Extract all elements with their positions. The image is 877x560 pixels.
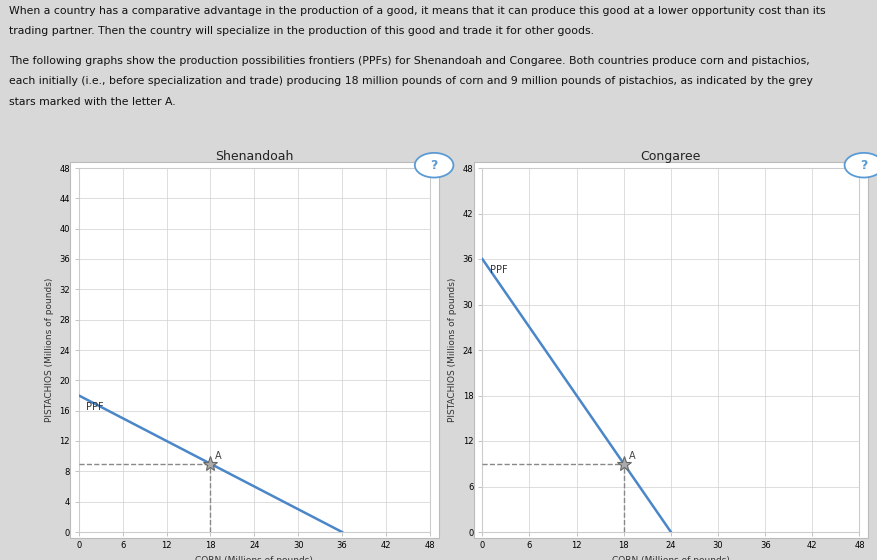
Title: Shenandoah: Shenandoah — [215, 150, 294, 162]
Title: Congaree: Congaree — [641, 150, 701, 162]
Text: ?: ? — [431, 158, 438, 172]
Text: PPF: PPF — [86, 402, 103, 412]
Text: stars marked with the letter A.: stars marked with the letter A. — [9, 97, 175, 107]
Text: ?: ? — [860, 158, 867, 172]
Text: each initially (i.e., before specialization and trade) producing 18 million poun: each initially (i.e., before specializat… — [9, 76, 813, 86]
Y-axis label: PISTACHIOS (Millions of pounds): PISTACHIOS (Millions of pounds) — [45, 278, 53, 422]
X-axis label: CORN (Millions of pounds): CORN (Millions of pounds) — [612, 556, 730, 560]
Text: The following graphs show the production possibilities frontiers (PPFs) for Shen: The following graphs show the production… — [9, 55, 809, 66]
Text: When a country has a comparative advantage in the production of a good, it means: When a country has a comparative advanta… — [9, 6, 825, 16]
Text: PPF: PPF — [490, 265, 508, 276]
Text: A: A — [215, 451, 222, 461]
Text: trading partner. Then the country will specialize in the production of this good: trading partner. Then the country will s… — [9, 26, 594, 36]
X-axis label: CORN (Millions of pounds): CORN (Millions of pounds) — [196, 556, 313, 560]
Y-axis label: PISTACHIOS (Millions of pounds): PISTACHIOS (Millions of pounds) — [448, 278, 457, 422]
Text: A: A — [629, 451, 635, 461]
